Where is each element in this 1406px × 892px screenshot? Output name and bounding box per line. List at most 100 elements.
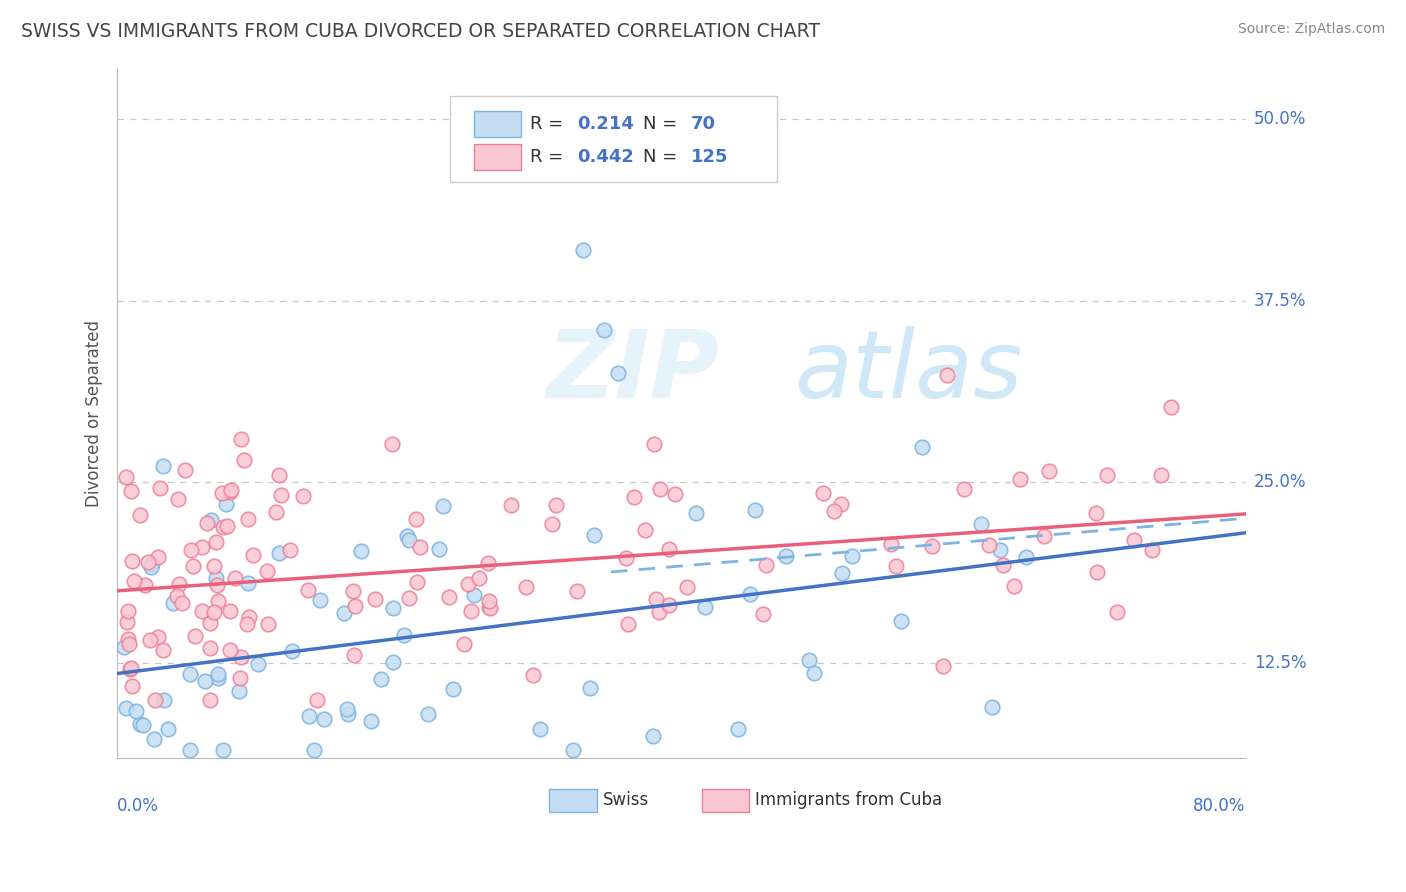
Point <box>238 609 260 624</box>
Text: N =: N = <box>643 148 683 166</box>
Point <box>191 541 214 555</box>
Point <box>477 556 499 570</box>
Point <box>1008 472 1031 486</box>
Text: 70: 70 <box>690 115 716 133</box>
Point <box>228 683 250 698</box>
Point <box>229 672 252 686</box>
Point <box>198 616 221 631</box>
Point <box>194 674 217 689</box>
Point <box>1085 565 1108 579</box>
Point <box>1002 579 1025 593</box>
Point <box>342 584 364 599</box>
Point <box>219 484 242 499</box>
Point <box>152 458 174 473</box>
Point <box>204 534 226 549</box>
Text: Swiss: Swiss <box>602 791 648 809</box>
Point <box>297 582 319 597</box>
Point <box>921 539 943 553</box>
Point <box>648 605 671 619</box>
Point <box>118 662 141 676</box>
Point <box>364 592 387 607</box>
Point <box>823 504 845 518</box>
Point <box>134 578 156 592</box>
Point <box>200 513 222 527</box>
Point <box>579 681 602 695</box>
Point <box>336 706 359 721</box>
Point <box>229 649 252 664</box>
Point <box>952 483 974 497</box>
Point <box>211 743 233 757</box>
Point <box>515 580 537 594</box>
Point <box>121 554 143 568</box>
Point <box>162 596 184 610</box>
Point <box>831 566 853 581</box>
FancyBboxPatch shape <box>474 144 522 169</box>
Point <box>396 529 419 543</box>
Point <box>664 487 686 501</box>
Point <box>370 673 392 687</box>
Point <box>544 498 567 512</box>
Y-axis label: Divorced or Separated: Divorced or Separated <box>86 319 103 507</box>
Point <box>136 555 159 569</box>
Point <box>125 704 148 718</box>
Point <box>744 503 766 517</box>
Point <box>238 576 260 591</box>
Point <box>247 657 270 672</box>
Text: N =: N = <box>643 115 683 133</box>
Point <box>406 574 429 589</box>
Point <box>643 729 665 743</box>
Point <box>204 571 226 585</box>
Point <box>911 440 934 454</box>
Point <box>398 533 420 548</box>
Point <box>200 692 222 706</box>
Point <box>648 482 671 496</box>
Point <box>202 559 225 574</box>
Point <box>149 482 172 496</box>
Point <box>112 640 135 654</box>
Point <box>344 599 367 614</box>
FancyBboxPatch shape <box>474 111 522 136</box>
Point <box>1122 533 1144 547</box>
Point <box>166 589 188 603</box>
Point <box>381 437 404 451</box>
Text: 12.5%: 12.5% <box>1254 655 1306 673</box>
Point <box>128 508 150 522</box>
Point <box>132 718 155 732</box>
Point <box>205 578 228 592</box>
Point <box>291 489 314 503</box>
FancyBboxPatch shape <box>550 789 596 812</box>
Point <box>803 666 825 681</box>
Point <box>416 707 439 722</box>
Point <box>122 574 145 589</box>
Text: 25.0%: 25.0% <box>1254 473 1306 491</box>
Point <box>215 497 238 511</box>
Point <box>308 592 330 607</box>
Point <box>146 550 169 565</box>
Point <box>775 549 797 563</box>
Point <box>993 558 1015 572</box>
Point <box>571 243 593 257</box>
Point <box>931 658 953 673</box>
FancyBboxPatch shape <box>702 789 749 812</box>
Point <box>224 571 246 585</box>
Point <box>1038 464 1060 478</box>
Point <box>242 549 264 563</box>
Point <box>139 560 162 574</box>
Point <box>129 716 152 731</box>
Point <box>179 743 201 757</box>
Point <box>1095 467 1118 482</box>
Point <box>522 667 544 681</box>
Point <box>634 523 657 537</box>
Point <box>676 581 699 595</box>
Point <box>207 594 229 608</box>
Point <box>1150 467 1173 482</box>
Point <box>172 596 194 610</box>
Point <box>463 588 485 602</box>
Point <box>477 599 499 614</box>
Point <box>478 600 501 615</box>
Point <box>141 557 163 571</box>
Point <box>529 722 551 736</box>
Point <box>567 583 589 598</box>
Point <box>1140 543 1163 558</box>
Text: 0.0%: 0.0% <box>117 797 159 814</box>
